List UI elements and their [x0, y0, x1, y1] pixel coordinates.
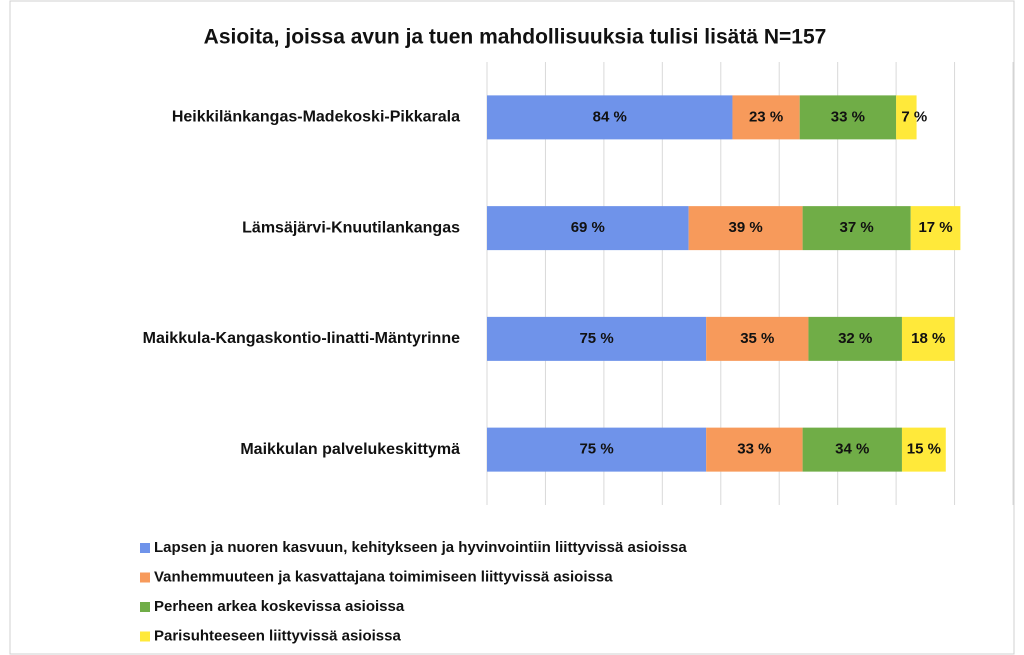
category-label: Maikkulan palvelukeskittymä	[240, 441, 460, 458]
value-label: 23 %	[749, 108, 783, 125]
value-label: 15 %	[907, 441, 941, 458]
bar-segment	[487, 427, 707, 472]
category-label: Lämsäjärvi-Knuutilankangas	[242, 219, 460, 236]
value-label: 32 %	[838, 330, 872, 347]
legend-label: Parisuhteeseen liittyvissä asioissa	[154, 627, 401, 644]
legend-swatch	[140, 572, 150, 583]
value-label: 69 %	[571, 219, 605, 236]
value-label: 34 %	[835, 441, 869, 458]
value-label: 75 %	[579, 330, 613, 347]
bar-segment	[487, 316, 707, 361]
value-label: 75 %	[579, 441, 613, 458]
legend-swatch	[140, 631, 150, 642]
chart-title: Asioita, joissa avun ja tuen mahdollisuu…	[204, 26, 827, 49]
bar-segment	[688, 206, 803, 251]
bar-segment	[706, 316, 809, 361]
value-label: 17 %	[918, 219, 952, 236]
legend-label: Vanhemmuuteen ja kasvattajana toimimisee…	[154, 568, 613, 585]
value-label: 18 %	[911, 330, 945, 347]
value-label: 7 %	[901, 108, 927, 125]
category-label: Maikkula-Kangaskontio-Iinatti-Mäntyrinne	[143, 330, 460, 347]
value-label: 33 %	[737, 441, 771, 458]
bar-segment	[896, 95, 917, 140]
value-label: 37 %	[840, 219, 874, 236]
legend-label: Lapsen ja nuoren kasvuun, kehitykseen ja…	[154, 539, 687, 556]
bar-segment	[732, 95, 800, 140]
bar-segment	[808, 316, 902, 361]
bar-segment	[802, 427, 902, 472]
legend-swatch	[140, 543, 150, 553]
bar-segment	[799, 95, 897, 140]
bar-segment	[487, 95, 733, 140]
legend-swatch	[140, 602, 150, 612]
value-label: 39 %	[729, 219, 763, 236]
bar-segment	[487, 206, 689, 251]
bar-segment	[901, 316, 955, 361]
value-label: 33 %	[831, 108, 865, 125]
value-label: 84 %	[593, 108, 627, 125]
legend-label: Perheen arkea koskevissa asioissa	[154, 598, 405, 615]
value-label: 35 %	[740, 330, 774, 347]
bar-segment	[706, 427, 803, 472]
bar-segment	[901, 427, 946, 472]
bar-segment	[910, 206, 961, 251]
bar-segment	[802, 206, 911, 251]
category-label: Heikkilänkangas-Madekoski-Pikkarala	[172, 109, 460, 126]
